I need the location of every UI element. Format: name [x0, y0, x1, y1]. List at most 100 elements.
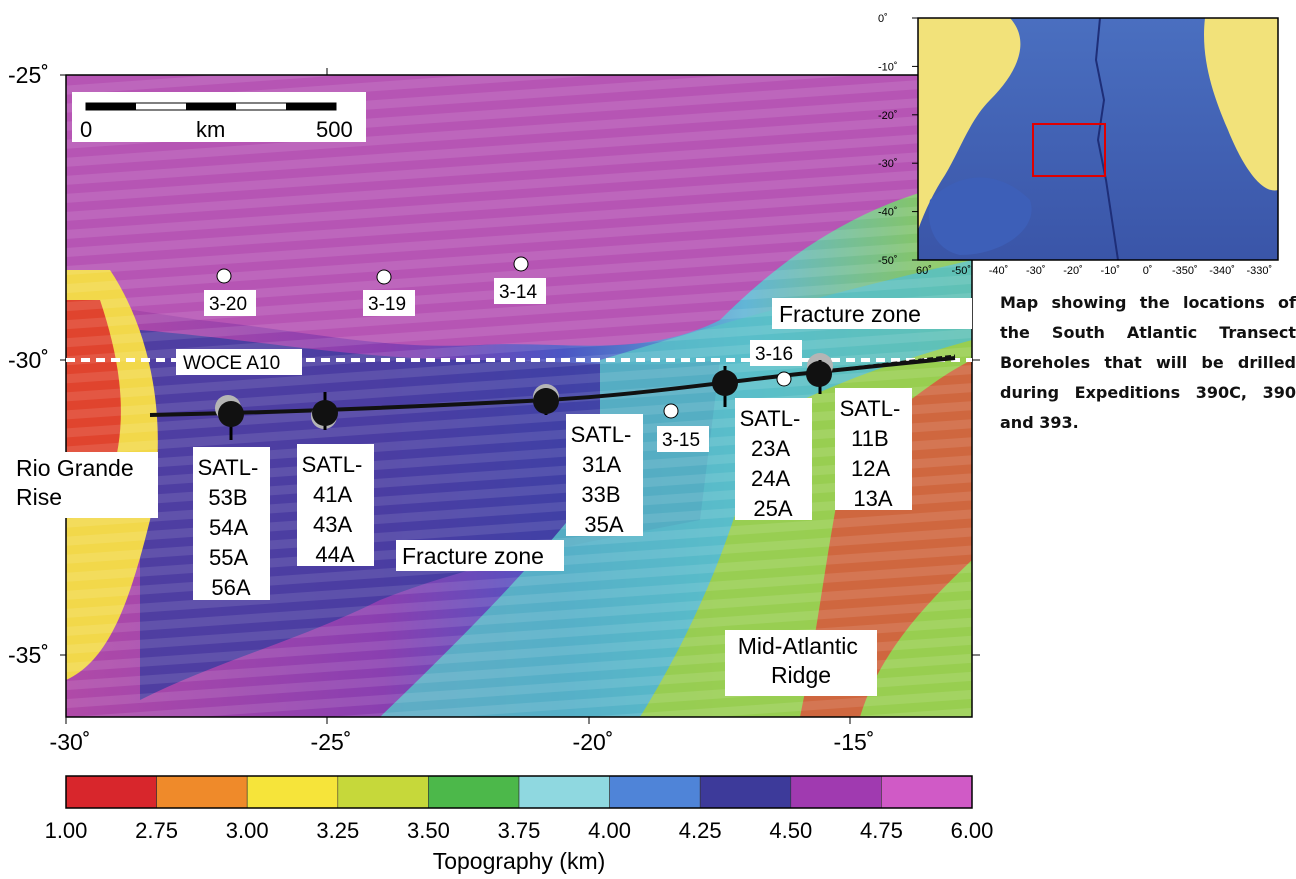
- colorbar-tick-label: 3.00: [226, 818, 269, 843]
- site-marker-41: [311, 392, 338, 430]
- colorbar-tick-label: 3.25: [316, 818, 359, 843]
- scale-bar: 0 km 500: [72, 92, 366, 142]
- inset-y-tick-label: -20˚: [878, 110, 898, 122]
- inset-x-tick-label: -40˚: [989, 265, 1009, 277]
- inset-ridge: [1094, 17, 1119, 261]
- svg-text:3-16: 3-16: [755, 344, 793, 365]
- colorbar-swatch: [790, 775, 882, 809]
- scale-unit-label: km: [196, 117, 225, 142]
- inset-y-tick-label: -10˚: [878, 61, 898, 73]
- scale-end-label: 500: [316, 117, 353, 142]
- station-3-16: 3-16: [750, 340, 802, 387]
- colorbar-tick-label: 3.50: [407, 818, 450, 843]
- colorbar-swatch: [337, 775, 429, 809]
- mid-atlantic-ridge-label: Mid-Atlantic Ridge: [725, 630, 877, 696]
- svg-text:3-20: 3-20: [209, 294, 247, 315]
- inset-x-tick-label: -350˚: [1172, 265, 1198, 277]
- inset-argentine-basin: [928, 177, 1032, 255]
- rio-grande-rise-label: Rio Grande Rise: [0, 452, 158, 518]
- y-axis: -25˚ -30˚ -35˚: [8, 62, 980, 668]
- colorbar-tick-label: 4.25: [679, 818, 722, 843]
- x-tick-label: -20˚: [573, 729, 614, 755]
- colorbar-tick-label: 2.75: [135, 818, 178, 843]
- figure-caption: Map showing the locations of the South A…: [1000, 293, 1296, 432]
- colorbar-swatch: [65, 775, 157, 809]
- colorbar-swatch: [881, 775, 973, 809]
- seafloor-fabric: [66, 75, 972, 717]
- svg-text:SATL- 41A 43A: SATL- 41A 43A 44A: [302, 452, 369, 567]
- colorbar-frame: [65, 775, 973, 809]
- inset-x-tick-label: -330˚: [1247, 265, 1273, 277]
- colorbar-swatch: [156, 775, 248, 809]
- main-map: WOCE A10 0 km 500 3-20 3-19: [0, 62, 980, 755]
- inset-south-america: [918, 18, 1021, 230]
- scale-start-label: 0: [80, 117, 92, 142]
- colorbar-swatch: [609, 775, 701, 809]
- site-group-53: SATL- 53B 54A 55A 56A: [193, 447, 270, 600]
- site-marker-23: [712, 366, 738, 407]
- svg-text:3-14: 3-14: [499, 282, 537, 303]
- x-tick-label: -15˚: [834, 729, 875, 755]
- inset-x-tick-label: -10˚: [1101, 265, 1121, 277]
- inset-y-tick-label: -30˚: [878, 158, 898, 170]
- study-area-box: [1032, 123, 1106, 177]
- site-group-23: SATL- 23A 24A 25A: [735, 398, 812, 521]
- inset-x-tick-label: 60˚: [916, 265, 932, 277]
- inset-y-tick-label: 0˚: [878, 13, 888, 25]
- svg-text:Mid-Atlantic Ridge: Mid-Atlantic Ridge: [738, 633, 865, 688]
- colorbar-swatch: [246, 775, 339, 809]
- svg-text:SATL- 23A 24A: SATL- 23A 24A 25A: [740, 406, 807, 521]
- inset-africa: [1204, 18, 1278, 191]
- map-frame: [65, 74, 973, 718]
- y-tick-label: -35˚: [8, 642, 49, 668]
- colorbar-tick-label: 4.00: [588, 818, 631, 843]
- colorbar-swatch: [699, 775, 792, 809]
- site-group-11: SATL- 11B 12A 13A: [835, 388, 912, 511]
- site-marker-53: [215, 395, 244, 440]
- fracture-zone-north-label: Fracture zone: [772, 298, 972, 329]
- svg-text:SATL- 11B 12A: SATL- 11B 12A 13A: [840, 396, 907, 511]
- colorbar-swatch: [518, 775, 610, 809]
- colorbar-tick-label: 3.75: [498, 818, 541, 843]
- station-3-19: 3-19: [363, 269, 415, 316]
- site-marker-11: [806, 353, 833, 394]
- woce-label: WOCE A10: [183, 353, 280, 374]
- inset-x-tick-label: -30˚: [1026, 265, 1046, 277]
- inset-y-tick-label: -40˚: [878, 207, 898, 219]
- svg-text:SATL- 53B 54A: SATL- 53B 54A 55A 56A: [198, 455, 265, 600]
- station-3-14: 3-14: [494, 256, 546, 304]
- site-group-41: SATL- 41A 43A 44A: [297, 444, 374, 567]
- y-tick-label: -25˚: [8, 62, 49, 88]
- svg-text:3-15: 3-15: [662, 430, 700, 451]
- inset-x-tick-label: 0˚: [1143, 265, 1153, 277]
- svg-text:Rio Grande Rise: Rio Grande Rise: [16, 455, 140, 510]
- svg-text:Fracture zone: Fracture zone: [402, 543, 544, 569]
- x-axis: -30˚ -25˚ -20˚ -15˚: [50, 68, 875, 755]
- inset-x-tick-label: -50˚: [951, 265, 971, 277]
- colorbar-tick-label: 4.50: [769, 818, 812, 843]
- inset-map: 0˚ -10˚ -20˚ -30˚ -40˚ -50˚ 60˚ -50˚ -40˚ -30˚ -2…: [878, 13, 1279, 277]
- inset-frame: [917, 17, 1279, 261]
- transect-line-east: [819, 354, 956, 374]
- colorbar-tick-label: 4.75: [860, 818, 903, 843]
- colorbar-label: Topography (km): [433, 848, 606, 874]
- colorbar-tick-label: 1.00: [45, 818, 88, 843]
- colorbar-tick-label: 6.00: [951, 818, 994, 843]
- colorbar: 1.00 2.75 3.00 3.25 3.50 3.75 4.00 4.25 4.50 4.75…: [45, 775, 994, 874]
- colorbar-swatch: [428, 775, 520, 809]
- site-group-31: SATL- 31A 33B 35A: [566, 414, 643, 537]
- svg-text:SATL- 31A 33B: SATL- 31A 33B 35A: [571, 422, 638, 537]
- fracture-zone-south-label: Fracture zone: [396, 540, 564, 571]
- station-3-15: 3-15: [657, 403, 709, 452]
- inset-y-tick-label: -50˚: [878, 255, 898, 267]
- svg-text:Fracture zone: Fracture zone: [779, 301, 921, 327]
- site-marker-31: [533, 384, 559, 415]
- x-tick-label: -30˚: [50, 729, 91, 755]
- y-tick-label: -30˚: [8, 347, 49, 373]
- station-3-20: 3-20: [204, 268, 256, 316]
- inset-x-tick-label: -340˚: [1209, 265, 1235, 277]
- svg-text:3-19: 3-19: [368, 294, 406, 315]
- x-tick-label: -25˚: [311, 729, 352, 755]
- woce-label-box: [176, 349, 302, 375]
